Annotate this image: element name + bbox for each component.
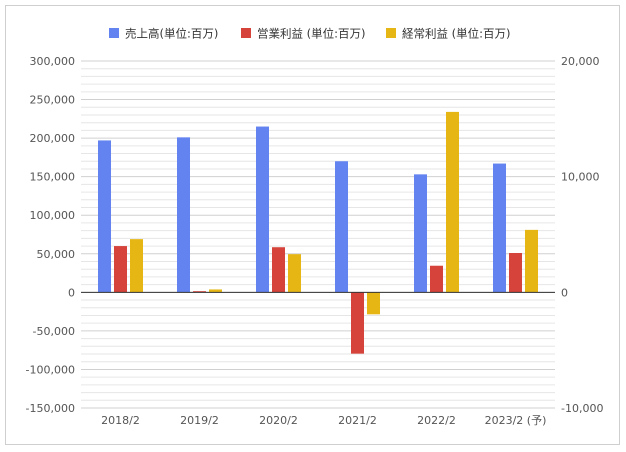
legend-swatch [386, 28, 396, 38]
legend-label: 経常利益 (単位:百万) [402, 27, 511, 41]
right-axis-tick-label: -10,000 [561, 402, 603, 415]
bar-ordinary-profit [130, 239, 143, 293]
legend-swatch [241, 28, 251, 38]
category-label: 2021/2 [338, 414, 377, 427]
legend-swatch [109, 28, 119, 38]
legend: 売上高(単位:百万) 営業利益 (単位:百万) 経常利益 (単位:百万) [109, 27, 511, 41]
bar-ordinary-profit [209, 289, 222, 293]
bar-sales [493, 163, 506, 293]
bar-operating-profit [193, 291, 206, 293]
category-label: 2020/2 [259, 414, 298, 427]
right-axis-tick-label: 0 [561, 286, 568, 299]
right-axis-tick-label: 10,000 [561, 171, 600, 184]
left-axis-tick-label: 250,000 [30, 94, 76, 107]
bar-operating-profit [430, 265, 443, 293]
bar-sales [98, 140, 111, 293]
left-axis-tick-label: -150,000 [26, 402, 75, 415]
bar-ordinary-profit [288, 254, 301, 293]
category-label: 2023/2 (予) [485, 414, 547, 427]
bars [98, 111, 538, 354]
bar-ordinary-profit [525, 229, 538, 293]
legend-label: 売上高(単位:百万) [125, 27, 218, 41]
left-axis-tick-label: 150,000 [30, 171, 76, 184]
bar-ordinary-profit [446, 111, 459, 293]
left-axis-tick-label: 300,000 [30, 55, 76, 68]
bar-sales [414, 174, 427, 293]
left-axis-ticks: 300,000 250,000 200,000 150,000 100,000 50,00… [26, 55, 75, 415]
bar-ordinary-profit [367, 292, 380, 315]
right-axis-ticks: 20,000 10,000 0 -10,000 [561, 55, 603, 415]
category-label: 2022/2 [417, 414, 456, 427]
left-axis-tick-label: 100,000 [30, 209, 76, 222]
left-axis-tick-label: -50,000 [33, 325, 75, 338]
bar-sales [335, 161, 348, 293]
category-labels: 2018/2 2019/2 2020/2 2021/2 2022/2 2023/2 (予) [101, 414, 546, 427]
category-label: 2018/2 [101, 414, 140, 427]
bar-operating-profit [351, 292, 364, 354]
bar-operating-profit [114, 246, 127, 293]
left-axis-tick-label: -100,000 [26, 363, 75, 376]
gridlines [81, 60, 555, 409]
category-label: 2019/2 [180, 414, 219, 427]
left-axis-tick-label: 200,000 [30, 132, 76, 145]
left-axis-tick-label: 50,000 [37, 248, 76, 261]
chart-frame: 300,000 250,000 200,000 150,000 100,000 50,00… [5, 5, 620, 445]
right-axis-tick-label: 20,000 [561, 55, 600, 68]
bar-operating-profit [272, 247, 285, 293]
bar-operating-profit [509, 253, 522, 293]
bar-sales [256, 126, 269, 293]
bar-chart: 300,000 250,000 200,000 150,000 100,000 50,00… [26, 27, 604, 428]
left-axis-tick-label: 0 [68, 286, 75, 299]
legend-label: 営業利益 (単位:百万) [257, 27, 366, 41]
bar-sales [177, 137, 190, 293]
